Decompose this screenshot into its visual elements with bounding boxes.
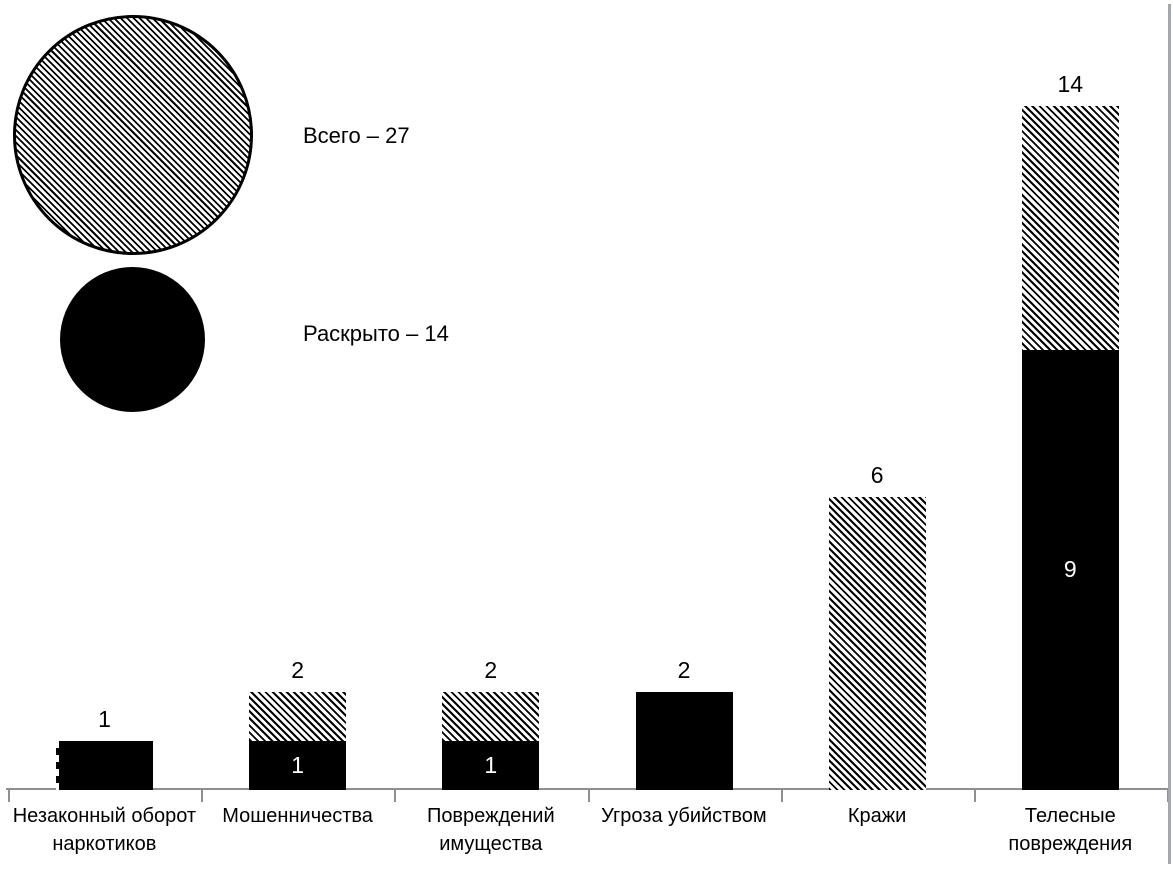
bar-total-label: 2: [484, 657, 498, 683]
category-label: Кражи: [847, 805, 907, 827]
bar-total-label: 2: [291, 657, 305, 683]
x-axis-tick: [201, 788, 204, 802]
category-label: Угроза убийством: [601, 805, 767, 827]
solved-bar: [635, 692, 733, 790]
window-right-edge: [1168, 4, 1171, 864]
solved-bar: [249, 741, 347, 790]
solved-bar: [1021, 350, 1119, 790]
x-axis-tick: [587, 788, 590, 802]
x-axis-tick: [973, 788, 976, 802]
category-label: Повреждений имущества: [426, 805, 555, 855]
solved-bar: [56, 741, 153, 790]
category-label: Телесные повреждения: [1008, 805, 1133, 855]
solved-bar-dashed-edge: [56, 741, 59, 790]
category-label: Незаконный оборот наркотиков: [12, 805, 197, 855]
bar-solved-label: 1: [484, 752, 498, 778]
bar-total-label: 1: [98, 706, 111, 732]
category-label: Мошенничества: [222, 805, 373, 827]
legend-solved-label: Раскрыто – 14: [303, 321, 449, 346]
bar-solved-label: 9: [1063, 556, 1077, 582]
legend-total-label: Всего – 27: [303, 123, 410, 148]
x-axis-tick: [394, 788, 397, 802]
bar-total-label: 14: [1057, 71, 1084, 97]
x-axis: [6, 788, 1167, 790]
legend-total-hatched-circle: [13, 15, 253, 255]
bar-total-label: 2: [677, 657, 691, 683]
x-axis-tick: [8, 788, 10, 802]
x-axis-tick: [780, 788, 783, 802]
solved-bar: [442, 741, 540, 790]
bar-solved-label: 1: [291, 752, 305, 778]
total-bar: [828, 497, 926, 790]
bar-total-label: 6: [870, 462, 884, 488]
legend-solved-black-circle: [60, 267, 205, 412]
